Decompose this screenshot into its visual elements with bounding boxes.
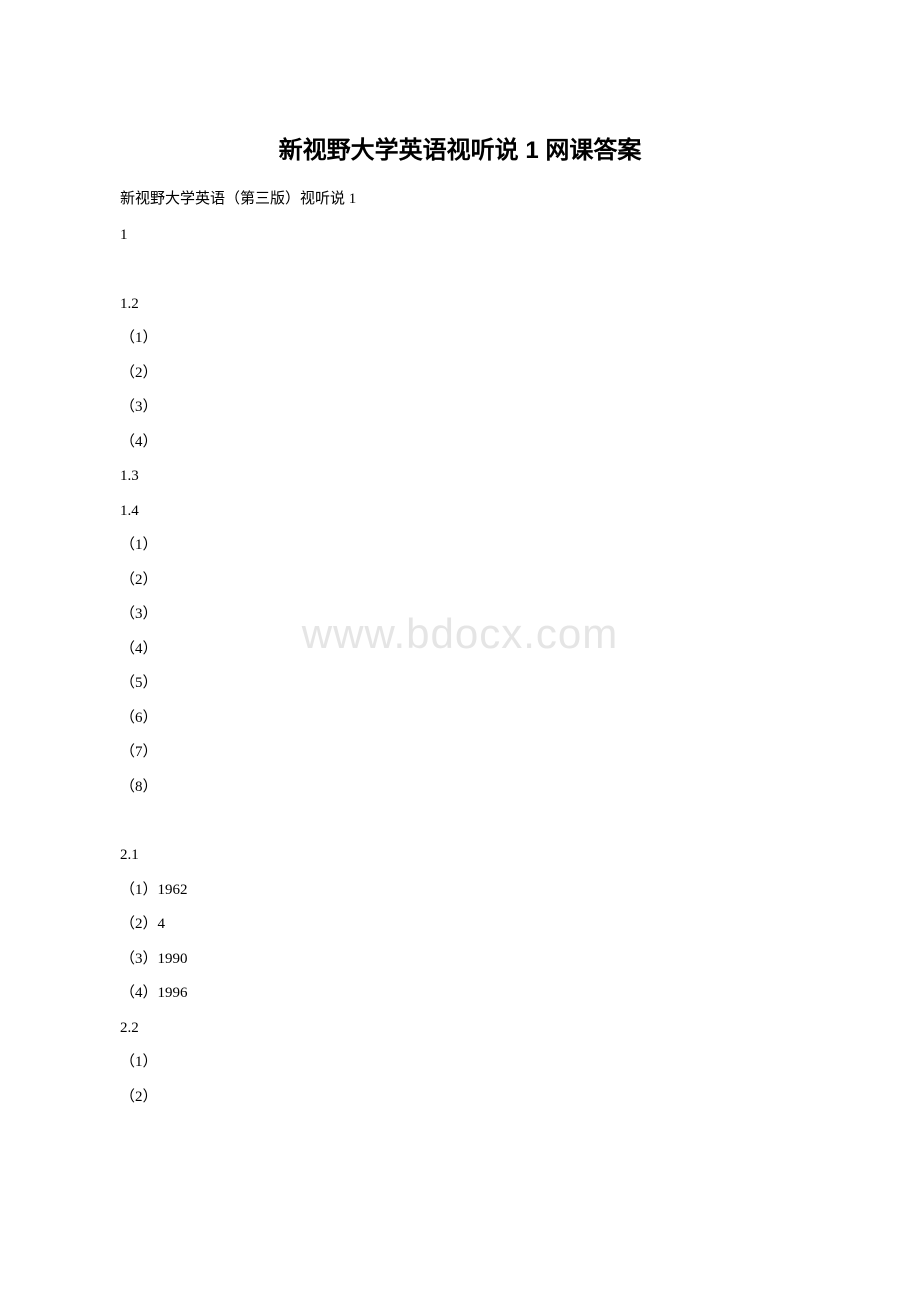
text-line: （4） <box>120 632 800 667</box>
text-line: （2） <box>120 356 800 391</box>
text-line: （8） <box>120 770 800 805</box>
text-line: 2.1 <box>120 838 800 873</box>
text-line: （2）4 <box>120 907 800 942</box>
spacer <box>120 804 800 838</box>
text-line: （3） <box>120 597 800 632</box>
text-line: （1） <box>120 1045 800 1080</box>
text-line: 2.2 <box>120 1011 800 1046</box>
spacer <box>120 253 800 287</box>
text-line: （7） <box>120 735 800 770</box>
text-line: （1） <box>120 321 800 356</box>
text-line: 1.2 <box>120 287 800 322</box>
text-line: （5） <box>120 666 800 701</box>
text-line: （6） <box>120 701 800 736</box>
text-line: 1.3 <box>120 459 800 494</box>
lines-container: 11.2（1）（2）（3）（4）1.31.4（1）（2）（3）（4）（5）（6）… <box>120 218 800 1114</box>
text-line: 1.4 <box>120 494 800 529</box>
document-subtitle: 新视野大学英语（第三版）视听说 1 <box>120 187 800 208</box>
document-title: 新视野大学英语视听说 1 网课答案 <box>120 130 800 165</box>
text-line: （2） <box>120 563 800 598</box>
text-line: （1）1962 <box>120 873 800 908</box>
document-content: 新视野大学英语视听说 1 网课答案 新视野大学英语（第三版）视听说 1 1 1.2… <box>120 130 800 1114</box>
text-line: （3） <box>120 390 800 425</box>
text-line: （3）1990 <box>120 942 800 977</box>
text-line: （1） <box>120 528 800 563</box>
text-line: （4）1996 <box>120 976 800 1011</box>
text-line: （4） <box>120 425 800 460</box>
text-line: 1 <box>120 218 800 253</box>
text-line: （2） <box>120 1080 800 1115</box>
